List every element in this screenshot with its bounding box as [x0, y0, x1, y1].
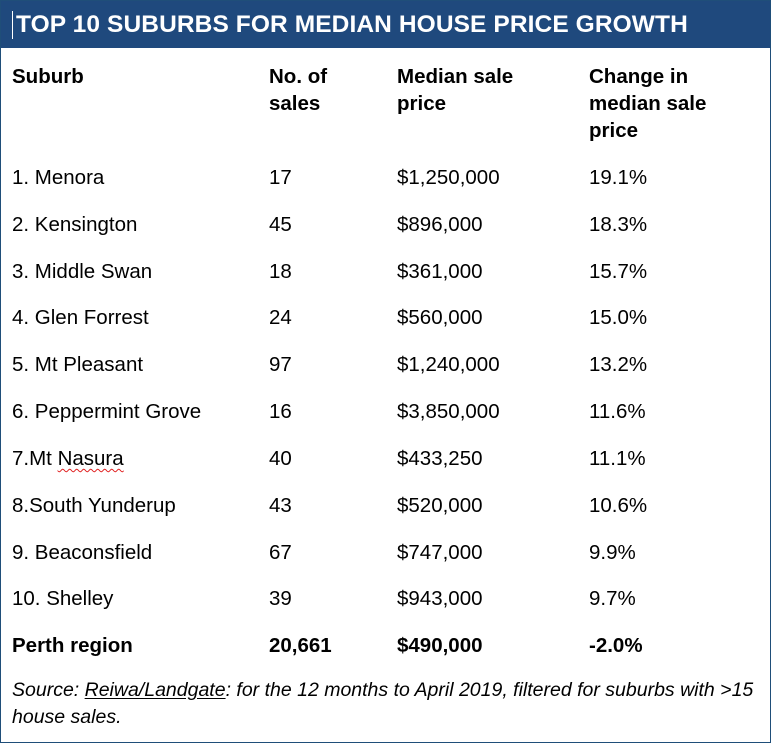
table-row-change: 9.9%	[589, 541, 636, 564]
column-header-price: Median sale price	[397, 65, 514, 115]
table-row-sales: 24	[269, 306, 292, 329]
table-row-price: $3,850,000	[397, 400, 500, 423]
table-row-change: 18.3%	[589, 213, 648, 236]
table-row-change: 10.6%	[589, 494, 648, 517]
table-row-suburb: 6. Peppermint Grove	[12, 400, 202, 423]
table-row-suburb: 5. Mt Pleasant	[12, 353, 144, 376]
table-row-change: 9.7%	[589, 587, 636, 610]
table-row-suburb: 7.Mt Nasura	[12, 445, 124, 472]
table-row-change: 15.0%	[589, 306, 648, 329]
table-row-change: 15.7%	[589, 260, 648, 283]
total-row-sales: 20,661	[269, 634, 332, 657]
table-title: TOP 10 SUBURBS FOR MEDIAN HOUSE PRICE GR…	[16, 10, 688, 38]
table-row-price: $560,000	[397, 306, 483, 329]
table-row-sales: 43	[269, 494, 292, 517]
title-bar: TOP 10 SUBURBS FOR MEDIAN HOUSE PRICE GR…	[1, 1, 770, 48]
table-row-sales: 97	[269, 353, 292, 376]
table-row-price: $1,250,000	[397, 166, 500, 189]
total-row-price: $490,000	[397, 634, 483, 657]
table-row-suburb: 10. Shelley	[12, 587, 114, 610]
suburb-prefix: 7.Mt	[12, 447, 58, 470]
table-row-sales: 67	[269, 541, 292, 564]
table-row-sales: 18	[269, 260, 292, 283]
column-header-suburb: Suburb	[12, 65, 84, 88]
column-header-change: Change in median sale price	[589, 65, 707, 142]
table-row-price: $433,250	[397, 447, 483, 470]
table-row-price: $943,000	[397, 587, 483, 610]
source-note: Source: Reiwa/Landgate: for the 12 month…	[12, 677, 762, 731]
table-row-price: $1,240,000	[397, 353, 500, 376]
table-row-sales: 17	[269, 166, 292, 189]
table-row-price: $361,000	[397, 260, 483, 283]
table-row-suburb: 9. Beaconsfield	[12, 541, 153, 564]
table-row-price: $896,000	[397, 213, 483, 236]
table-row-change: 11.1%	[589, 447, 646, 470]
text-cursor	[12, 10, 13, 39]
table-row-suburb: 3. Middle Swan	[12, 260, 153, 283]
total-row-change: -2.0%	[589, 634, 643, 657]
table-row-change: 11.6%	[589, 400, 646, 423]
table-row-suburb: 8.South Yunderup	[12, 494, 176, 517]
table-row-sales: 16	[269, 400, 292, 423]
table-row-suburb: 1. Menora	[12, 166, 105, 189]
source-prefix: Source:	[12, 679, 85, 701]
title-divider	[1, 48, 770, 51]
source-details: : for the 12 months to April 2019, filte…	[12, 679, 754, 728]
column-header-sales: No. of sales	[269, 65, 328, 115]
table-row-price: $520,000	[397, 494, 483, 517]
table-row-suburb: 2. Kensington	[12, 213, 138, 236]
table-row-sales: 45	[269, 213, 292, 236]
spellcheck-flagged-word: Nasura	[57, 447, 124, 470]
table-row-sales: 39	[269, 587, 292, 610]
table-row-change: 13.2%	[589, 353, 648, 376]
table-row-suburb: 4. Glen Forrest	[12, 306, 149, 329]
source-link: Reiwa/Landgate	[84, 679, 226, 701]
table-row-sales: 40	[269, 447, 292, 470]
table-row-price: $747,000	[397, 541, 483, 564]
table-row-change: 19.1%	[589, 166, 648, 189]
total-row-label: Perth region	[12, 634, 133, 657]
